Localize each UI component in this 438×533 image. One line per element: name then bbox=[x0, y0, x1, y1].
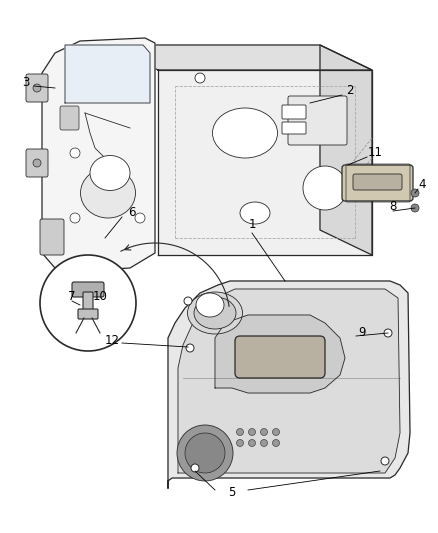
Circle shape bbox=[411, 204, 419, 212]
Polygon shape bbox=[168, 281, 410, 488]
Circle shape bbox=[411, 189, 419, 197]
Circle shape bbox=[33, 159, 41, 167]
Circle shape bbox=[303, 166, 347, 210]
Ellipse shape bbox=[194, 297, 236, 329]
FancyBboxPatch shape bbox=[342, 165, 413, 201]
Circle shape bbox=[185, 433, 225, 473]
Circle shape bbox=[184, 297, 192, 305]
Text: 10: 10 bbox=[92, 289, 107, 303]
FancyBboxPatch shape bbox=[26, 74, 48, 102]
Circle shape bbox=[237, 440, 244, 447]
Circle shape bbox=[272, 440, 279, 447]
Ellipse shape bbox=[212, 108, 278, 158]
FancyBboxPatch shape bbox=[78, 309, 98, 319]
Circle shape bbox=[381, 457, 389, 465]
FancyBboxPatch shape bbox=[282, 105, 306, 119]
Circle shape bbox=[272, 429, 279, 435]
Circle shape bbox=[237, 429, 244, 435]
Text: 9: 9 bbox=[358, 327, 366, 340]
Polygon shape bbox=[215, 315, 345, 393]
Text: 2: 2 bbox=[346, 84, 354, 96]
Circle shape bbox=[384, 329, 392, 337]
Circle shape bbox=[33, 84, 41, 92]
Text: 12: 12 bbox=[105, 335, 120, 348]
Circle shape bbox=[248, 429, 255, 435]
Text: 11: 11 bbox=[367, 147, 382, 159]
FancyBboxPatch shape bbox=[288, 96, 347, 145]
Circle shape bbox=[70, 148, 80, 158]
Polygon shape bbox=[42, 38, 155, 271]
Polygon shape bbox=[106, 45, 372, 70]
Ellipse shape bbox=[240, 202, 270, 224]
Text: 7: 7 bbox=[68, 289, 76, 303]
Circle shape bbox=[70, 213, 80, 223]
Circle shape bbox=[177, 425, 233, 481]
FancyBboxPatch shape bbox=[83, 292, 93, 312]
Circle shape bbox=[191, 464, 199, 472]
Polygon shape bbox=[158, 70, 372, 255]
Polygon shape bbox=[178, 289, 400, 473]
Circle shape bbox=[248, 440, 255, 447]
Text: 4: 4 bbox=[418, 179, 426, 191]
Text: 3: 3 bbox=[22, 77, 30, 90]
FancyBboxPatch shape bbox=[40, 219, 64, 255]
FancyBboxPatch shape bbox=[26, 149, 48, 177]
FancyBboxPatch shape bbox=[60, 106, 79, 130]
Ellipse shape bbox=[90, 156, 130, 190]
Circle shape bbox=[261, 429, 268, 435]
Circle shape bbox=[40, 255, 136, 351]
Circle shape bbox=[261, 440, 268, 447]
Circle shape bbox=[186, 344, 194, 352]
Text: 8: 8 bbox=[389, 199, 397, 213]
Ellipse shape bbox=[187, 292, 243, 334]
FancyBboxPatch shape bbox=[353, 174, 402, 190]
Ellipse shape bbox=[196, 293, 224, 317]
Ellipse shape bbox=[81, 168, 135, 218]
Polygon shape bbox=[320, 45, 372, 255]
Circle shape bbox=[195, 73, 205, 83]
FancyBboxPatch shape bbox=[282, 122, 306, 134]
Text: 1: 1 bbox=[248, 219, 256, 231]
Polygon shape bbox=[65, 45, 150, 103]
FancyBboxPatch shape bbox=[235, 336, 325, 378]
Text: 5: 5 bbox=[228, 487, 236, 499]
FancyBboxPatch shape bbox=[72, 282, 104, 297]
Text: 6: 6 bbox=[128, 206, 136, 220]
Circle shape bbox=[135, 213, 145, 223]
